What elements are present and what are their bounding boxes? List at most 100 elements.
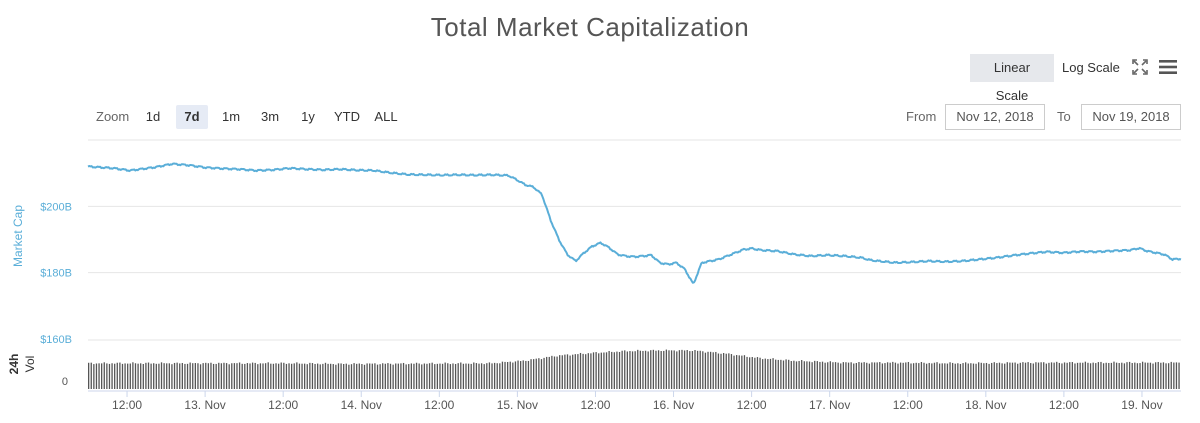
volume-bar (1128, 361, 1131, 389)
volume-bar (1139, 363, 1141, 389)
zoom-3m-button[interactable]: 3m (260, 109, 280, 124)
volume-bar (392, 364, 394, 389)
volume-bar (306, 364, 308, 389)
volume-bar (644, 350, 647, 389)
volume-bar (886, 362, 889, 389)
volume-bar (402, 362, 405, 389)
volume-bar (111, 363, 113, 389)
volume-bar (449, 364, 452, 389)
zoom-1m-button[interactable]: 1m (221, 109, 241, 124)
zoom-7d-button[interactable]: 7d (176, 105, 208, 129)
volume-bar (972, 363, 975, 389)
volume-bar (806, 361, 808, 389)
volume-bar (366, 363, 368, 389)
volume-bar (1162, 362, 1165, 389)
volume-bar (925, 363, 928, 389)
volume-bar (902, 362, 904, 389)
volume-bar (941, 363, 943, 389)
volume-bar (889, 362, 891, 389)
volume-bar (210, 362, 212, 389)
volume-bar (358, 363, 360, 389)
volume-bar (582, 353, 584, 389)
volume-bar (954, 363, 956, 389)
volume-bar (543, 357, 545, 389)
volume-bar (1061, 363, 1063, 389)
volume-bar (1082, 362, 1084, 389)
volume-bar (590, 353, 592, 389)
volume-bar (1011, 362, 1014, 389)
volume-bar (525, 360, 527, 389)
volume-bar (1084, 361, 1087, 389)
from-date-input[interactable] (945, 104, 1045, 130)
volume-bar (142, 363, 144, 389)
volume-bar (108, 363, 111, 389)
volume-bar (1121, 362, 1123, 389)
volume-bar (460, 362, 462, 389)
linear-scale-button[interactable]: Linear Scale (970, 54, 1054, 103)
volume-bar (605, 352, 608, 389)
hamburger-menu-icon[interactable] (1158, 58, 1178, 76)
volume-bar (408, 364, 410, 389)
volume-bar (556, 356, 558, 389)
volume-bar (241, 363, 243, 389)
log-scale-button[interactable]: Log Scale (1062, 60, 1120, 75)
volume-bar (694, 350, 696, 389)
volume-bar (569, 355, 571, 389)
volume-bar (775, 359, 777, 389)
volume-bar (621, 350, 623, 389)
volume-bar (912, 363, 915, 389)
volume-bar (382, 363, 384, 389)
volume-bar (717, 353, 720, 389)
volume-bar (207, 363, 210, 389)
volume-bar (751, 357, 753, 389)
volume-bar (254, 362, 256, 389)
volume-bar (413, 363, 415, 389)
volume-bar (212, 363, 215, 389)
volume-bar (957, 363, 959, 389)
volume-bar (749, 357, 751, 389)
volume-bar (283, 362, 285, 389)
volume-bar (1074, 363, 1076, 389)
volume-bar (1027, 362, 1029, 389)
volume-bar (517, 360, 519, 389)
volume-bar (199, 364, 202, 389)
volume-bar (202, 363, 204, 389)
volume-bar (1157, 361, 1159, 389)
volume-bar (1118, 363, 1120, 389)
volume-bar (153, 363, 155, 389)
volume-bar (132, 362, 134, 389)
volume-bar (285, 363, 288, 389)
zoom-all-button[interactable]: ALL (374, 109, 398, 124)
volume-bar (850, 362, 852, 389)
volume-bar (1178, 362, 1180, 389)
volume-bar (137, 363, 139, 389)
volume-bar (959, 363, 962, 389)
volume-bar (647, 351, 649, 389)
zoom-ytd-button[interactable]: YTD (334, 109, 360, 124)
volume-bar (473, 362, 475, 389)
volume-bar (670, 350, 673, 389)
volume-bar (1170, 361, 1172, 389)
volume-bar (863, 362, 865, 389)
volume-bar (491, 363, 493, 389)
fullscreen-icon[interactable] (1131, 58, 1149, 76)
volume-bar (894, 362, 897, 389)
zoom-1y-button[interactable]: 1y (301, 109, 315, 124)
volume-bar (722, 353, 725, 389)
volume-bar (764, 358, 766, 389)
volume-bar (363, 364, 366, 389)
volume-bar (324, 362, 327, 389)
to-date-input[interactable] (1081, 104, 1181, 130)
volume-bar (168, 363, 170, 389)
volume-bar (1009, 362, 1011, 389)
volume-bar (90, 362, 92, 389)
volume-bar (145, 362, 147, 389)
volume-bar (197, 363, 199, 389)
volume-bar (441, 363, 444, 389)
volume-bar (1165, 363, 1167, 389)
volume-bar (397, 363, 399, 389)
volume-bar (616, 351, 618, 389)
zoom-1d-button[interactable]: 1d (145, 109, 161, 124)
volume-bar (691, 351, 694, 389)
volume-bar (873, 362, 876, 389)
